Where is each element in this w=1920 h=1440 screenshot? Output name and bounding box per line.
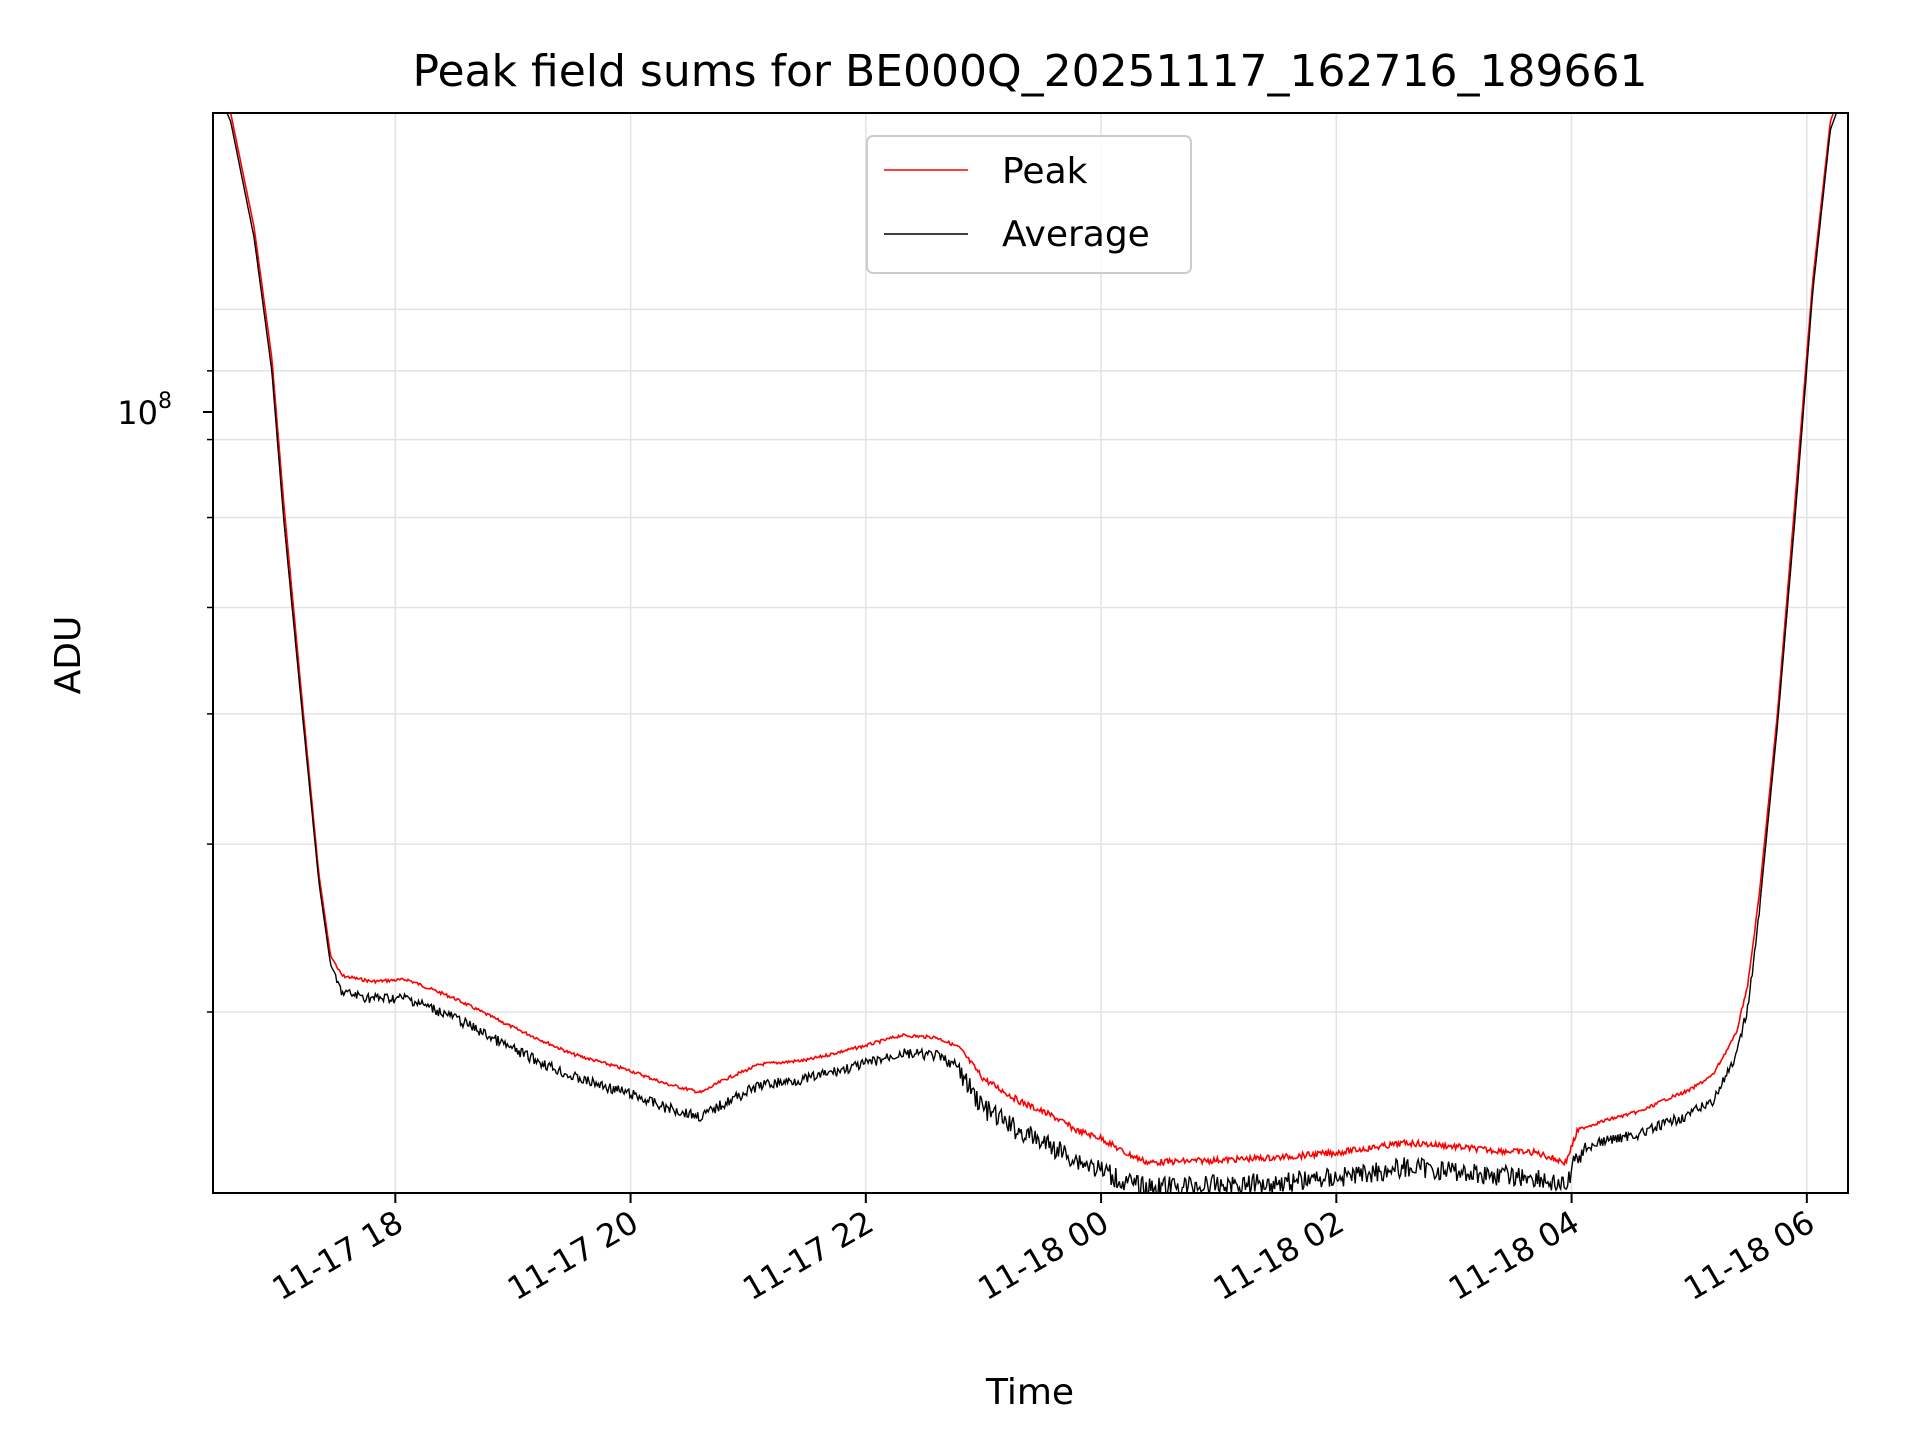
x-tick-label: 11-18 00 [971,1203,1115,1308]
grid [213,113,1848,1193]
x-axis-label: Time [985,1372,1074,1413]
legend-average-label: Average [1002,214,1150,255]
legend: Peak Average [866,135,1192,274]
x-tick-label: 11-17 20 [501,1203,645,1308]
x-tick-label: 11-18 02 [1207,1203,1351,1308]
x-tick-label: 11-17 18 [266,1203,410,1308]
series-peak-line [229,113,1835,1167]
y-axis: 108 [117,370,213,1013]
series-average-line [226,113,1838,1193]
legend-peak-label: Peak [1002,151,1088,192]
x-axis: 11-17 18 11-17 20 11-17 22 11-18 00 11-18 02… [266,1193,1821,1308]
x-tick-label: 11-17 22 [736,1203,880,1308]
x-tick-label: 11-18 06 [1677,1203,1821,1308]
x-tick-label: 11-18 04 [1442,1203,1586,1308]
y-axis-label: ADU [48,616,89,695]
chart-title: Peak field sums for BE000Q_20251117_1627… [413,46,1648,97]
y-tick-label: 108 [117,389,172,432]
plot-frame [212,112,1849,1194]
